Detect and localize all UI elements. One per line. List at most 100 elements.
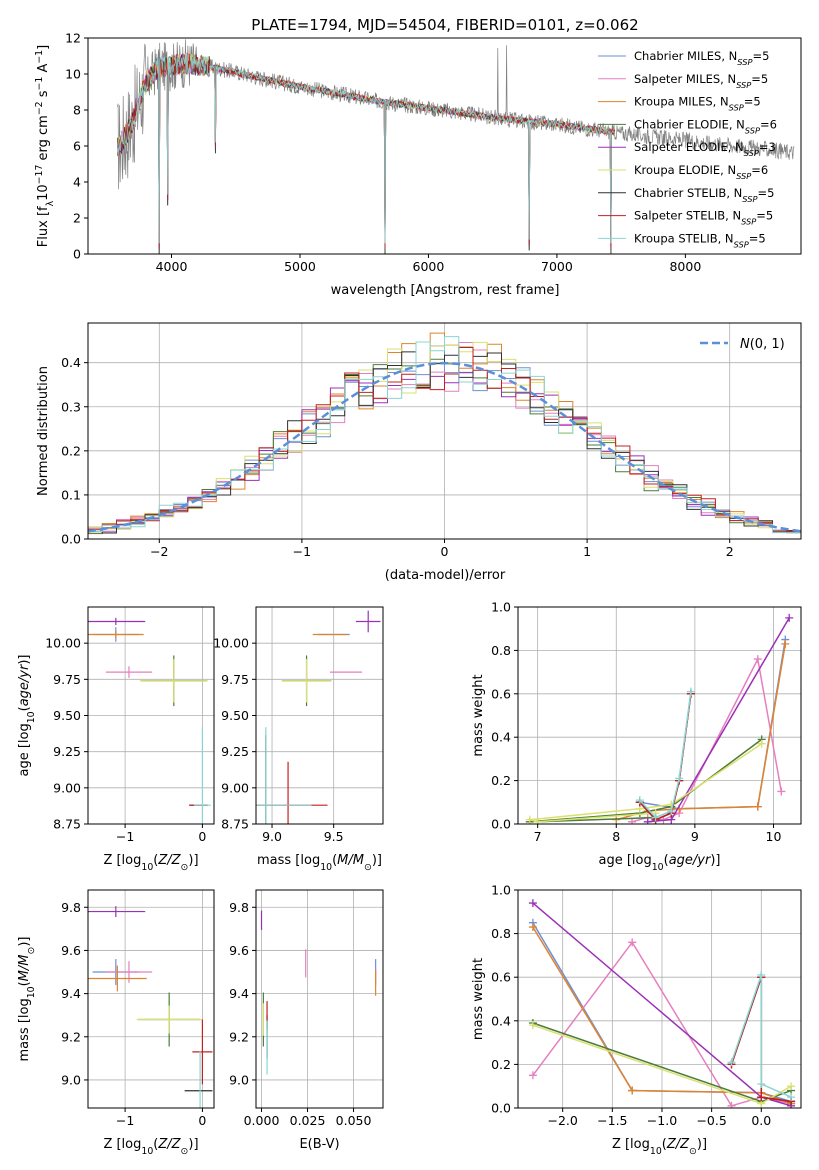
- legend-label: N(0, 1): [740, 337, 785, 352]
- errorbar-salpeter_elodie: [88, 617, 146, 626]
- y-tick-label: 0.3: [61, 399, 81, 414]
- y-tick-label: 9.2: [229, 1029, 249, 1044]
- x-tick-label: −2: [150, 544, 168, 559]
- legend-label: Salpeter ELODIE, NSSP=3: [634, 140, 776, 158]
- series-kroupa_stelib: [727, 971, 796, 1102]
- point-marker: [667, 806, 676, 815]
- point-marker: [651, 813, 660, 822]
- plot-area: [260, 910, 377, 1075]
- y-tick-label: 9.6: [229, 943, 249, 958]
- point-marker: [785, 613, 794, 622]
- y-tick-label: 8.75: [53, 817, 81, 832]
- y-tick-label: 6: [73, 139, 81, 154]
- y-tick-label: 0.6: [491, 970, 511, 985]
- legend-label: Chabrier ELODIE, NSSP=6: [634, 117, 777, 135]
- y-tick-label: 9.75: [53, 672, 81, 687]
- point-marker: [727, 1101, 736, 1108]
- legend-label: Chabrier MILES, NSSP=5: [634, 49, 769, 67]
- y-tick-label: 4: [73, 175, 81, 190]
- x-tick-label: −1.0: [647, 1113, 677, 1128]
- panel-mass_vs_ebv: 0.000 0.025 0.050 9.0 9.2 9.4 9.6 9.8 E(B-V): [229, 889, 384, 1152]
- line: [730, 974, 792, 1098]
- y-tick-label: 8: [73, 103, 81, 118]
- point-marker: [753, 655, 762, 664]
- y-axis-label: mass weight: [471, 674, 486, 756]
- plot-area: [528, 899, 796, 1108]
- y-tick-label: 0.8: [491, 643, 511, 658]
- x-axis-label: E(B-V): [299, 1137, 339, 1152]
- plot-area: [117, 39, 795, 254]
- x-tick-label: 9.5: [324, 829, 344, 844]
- plot-area: [88, 906, 213, 1108]
- x-tick-label: 0: [198, 1113, 206, 1128]
- panel-age_vs_Z: −1 0 8.75 9.00 9.25 9.50 9.75 10.00 Z [log10(Z/Z…: [17, 606, 215, 873]
- errorbar-kroupa_miles: [88, 965, 147, 992]
- point-marker: [781, 639, 790, 648]
- y-tick-label: 10.00: [213, 636, 249, 651]
- point-marker: [635, 796, 644, 805]
- y-tick-label: 0.4: [61, 355, 81, 370]
- point-marker: [777, 787, 786, 796]
- y-tick-label: 1.0: [491, 883, 511, 898]
- legend-label: Chabrier STELIB, NSSP=5: [634, 186, 774, 204]
- x-axis-label: Z [log10(Z/Z⊙)]: [612, 1137, 707, 1157]
- panel-spectrum: 4000 5000 6000 7000 8000 0 2 4 6 8 10 12 wavelength …: [34, 31, 802, 298]
- y-tick-label: 8.75: [221, 817, 249, 832]
- x-tick-label: −1.5: [597, 1113, 627, 1128]
- y-tick-label: 12: [65, 31, 81, 46]
- legend: N(0, 1): [700, 337, 785, 352]
- x-tick-label: −2.0: [548, 1113, 578, 1128]
- point-marker: [528, 923, 537, 932]
- line: [532, 926, 792, 1105]
- point-marker: [628, 938, 637, 947]
- y-tick-label: 0.2: [491, 1057, 511, 1072]
- panel-residuals: −2 −1 0 1 2 0.0 0.1 0.2 0.3 0.4 (data-model)/error…: [36, 322, 802, 583]
- y-tick-label: 9.8: [61, 900, 81, 915]
- x-tick-label: 7: [534, 829, 542, 844]
- y-tick-label: 9.00: [221, 780, 249, 795]
- errorbar-salpeter_stelib: [192, 1019, 213, 1085]
- x-tick-label: 8000: [669, 259, 701, 274]
- hist-step-chabrier_stelib: [88, 351, 801, 534]
- y-tick-label: 0.8: [491, 926, 511, 941]
- point-marker: [627, 817, 636, 824]
- errorbar-salpeter_elodie: [355, 610, 381, 633]
- x-tick-label: 10: [766, 829, 782, 844]
- point-marker: [528, 1021, 537, 1030]
- y-axis-label: mass weight: [471, 958, 486, 1040]
- legend-label: Kroupa ELODIE, NSSP=6: [634, 163, 768, 181]
- y-tick-label: 0.2: [61, 443, 81, 458]
- x-tick-label: 0.050: [336, 1113, 372, 1128]
- normal-curve: [88, 361, 801, 533]
- point-marker: [787, 1082, 796, 1091]
- panel-age_vs_mass: 9.0 9.5 8.75 9.00 9.25 9.50 9.75 10.00 mass [log…: [213, 606, 384, 873]
- y-axis-label: age [log10(age/yr)]: [17, 654, 37, 776]
- y-tick-label: 0.4: [491, 730, 511, 745]
- plot-area: [88, 332, 801, 535]
- x-tick-label: 5000: [284, 259, 316, 274]
- y-tick-label: 0.2: [491, 773, 511, 788]
- y-tick-label: 1.0: [491, 600, 511, 615]
- y-tick-label: 9.50: [221, 708, 249, 723]
- y-tick-label: 0.4: [491, 1013, 511, 1028]
- x-axis-label: Z [log10(Z/Z⊙)]: [103, 1137, 198, 1157]
- legend-label: Salpeter STELIB, NSSP=5: [634, 209, 773, 227]
- y-tick-label: 9.0: [229, 1072, 249, 1087]
- x-tick-label: 4000: [156, 259, 188, 274]
- errorbar-salpeter_miles: [105, 666, 153, 678]
- line: [529, 743, 763, 823]
- y-tick-label: 0.0: [491, 817, 511, 832]
- errorbar-kroupa_stelib: [193, 727, 211, 824]
- point-marker: [528, 1071, 537, 1080]
- axes-frame: [517, 606, 802, 825]
- point-marker: [757, 1080, 766, 1089]
- y-tick-label: 10.00: [45, 636, 81, 651]
- x-tick-label: 9: [691, 829, 699, 844]
- x-tick-label: 0: [441, 544, 449, 559]
- x-axis-label: mass [log10(M/M⊙)]: [257, 853, 382, 873]
- x-tick-label: 8: [612, 829, 620, 844]
- y-tick-label: 0.6: [491, 686, 511, 701]
- x-axis-label: Z [log10(Z/Z⊙)]: [103, 853, 198, 873]
- y-tick-label: 0.0: [61, 532, 81, 547]
- point-marker: [757, 971, 766, 980]
